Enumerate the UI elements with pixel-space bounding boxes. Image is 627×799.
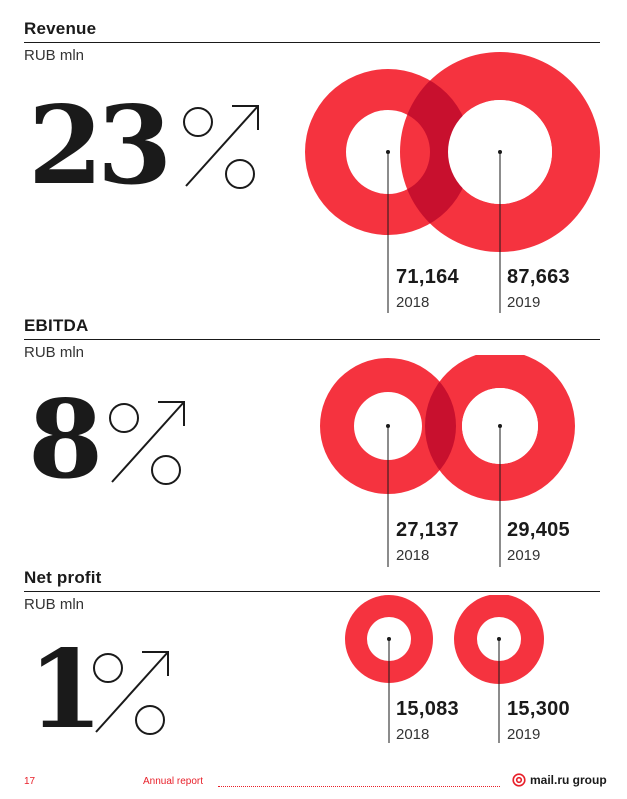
ring-overlap: [400, 69, 471, 235]
section-divider: [24, 42, 600, 43]
section-title: EBITDA: [24, 316, 89, 335]
at-sign-icon: [512, 773, 526, 787]
value-2018: 27,137: [396, 519, 459, 541]
percent-growth-icon: [93, 651, 169, 735]
ebitda-rings: [320, 355, 575, 567]
footer-report-link[interactable]: Annual report: [143, 776, 204, 787]
section-divider: [24, 339, 600, 340]
logo-text: mail.ru group: [530, 773, 607, 787]
year-2019: 2019: [507, 726, 541, 743]
section-title: Net profit: [24, 568, 102, 587]
ring-2019: [425, 355, 575, 501]
section-unit: RUB mln: [24, 47, 85, 64]
year-2018: 2018: [396, 547, 430, 564]
footer-dotted-leader: [218, 786, 500, 787]
year-2018: 2018: [396, 726, 430, 743]
ring-2018: [320, 358, 456, 494]
value-2018: 71,164: [396, 266, 459, 288]
year-2019: 2019: [507, 294, 541, 311]
net-profit-rings: [345, 595, 544, 743]
revenue-section: Revenue RUB mln 23 71,164 2018 87,663 20…: [0, 0, 627, 315]
value-2019: 15,300: [507, 698, 570, 720]
year-2018: 2018: [396, 294, 430, 311]
ring-2019: [454, 595, 544, 684]
percent-growth-icon: [109, 401, 185, 485]
section-divider: [24, 591, 600, 592]
percent-growth-icon: [183, 105, 259, 189]
growth-number: 8: [28, 377, 103, 503]
page-number: 17: [24, 776, 36, 787]
section-unit: RUB mln: [24, 596, 85, 613]
value-2018: 15,083: [396, 698, 459, 720]
year-2019: 2019: [507, 547, 541, 564]
value-2019: 87,663: [507, 266, 570, 288]
footer-logo: mail.ru group: [512, 773, 607, 787]
section-title: Revenue: [24, 19, 97, 38]
growth-number: 23: [28, 83, 172, 209]
value-2019: 29,405: [507, 519, 570, 541]
section-unit: RUB mln: [24, 344, 85, 361]
ring-2018: [345, 595, 433, 683]
revenue-rings: [305, 52, 600, 313]
growth-number: 1: [28, 627, 103, 753]
